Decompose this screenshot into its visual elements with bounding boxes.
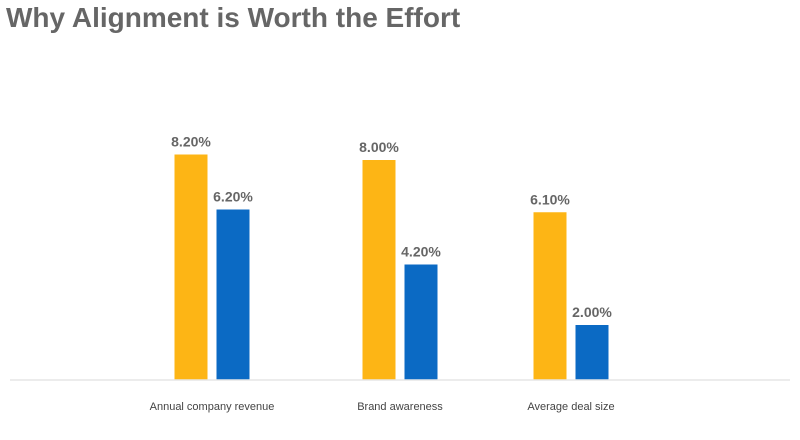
data-label: 8.20% [171,134,211,150]
data-label: 6.10% [530,191,570,207]
value-labels-group: 8.20% 6.20% 8.00% 4.20% 6.10% 2.00% [171,134,612,321]
category-label: Brand awareness [357,401,443,413]
data-label: 6.20% [213,189,253,205]
data-label: 8.00% [359,139,399,155]
bar-brand-awareness-series-1 [362,160,396,380]
category-label: Annual company revenue [150,401,275,413]
data-label: 2.00% [572,304,612,320]
bars-group [174,154,609,380]
chart-title: Why Alignment is Worth the Effort [6,2,460,33]
bar-average-deal-size-series-2 [575,325,609,380]
data-label: 4.20% [401,244,441,260]
bar-annual-company-revenue-series-2 [216,209,250,380]
bar-annual-company-revenue-series-1 [174,154,208,380]
bar-brand-awareness-series-2 [404,264,438,380]
bar-average-deal-size-series-1 [533,212,567,380]
category-labels-group: Annual company revenue Brand awareness Ave… [150,401,615,413]
category-label: Average deal size [527,401,614,413]
